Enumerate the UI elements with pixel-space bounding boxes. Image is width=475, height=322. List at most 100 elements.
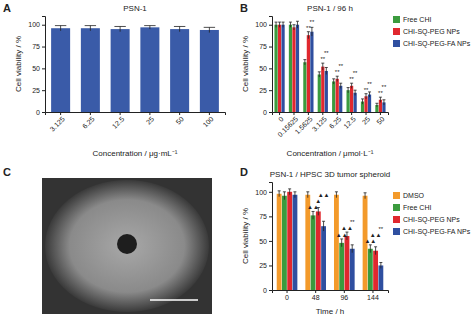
bar-chart: 02550751003.1256.2512.52550100PSN-1Conce… [14, 4, 226, 158]
error-line [366, 94, 367, 99]
panel-label: D [240, 166, 248, 178]
error-bar [368, 92, 371, 97]
y-tick: 50 [259, 238, 272, 245]
bar [274, 25, 277, 112]
annotation: ▲ [315, 198, 321, 204]
bar [293, 195, 298, 290]
error-line [290, 22, 291, 27]
y-axis: 0255075100 [255, 17, 272, 116]
y-tick-label: 100 [28, 21, 40, 28]
y-axis-line [269, 183, 273, 291]
bar [345, 236, 350, 290]
error-cap [379, 262, 382, 263]
x-tick-label: 12.5 [342, 115, 357, 130]
error-line [341, 239, 342, 247]
x-tick-label: 48 [312, 294, 320, 301]
annotation: ** [364, 87, 369, 93]
spheroid [117, 234, 137, 254]
annotation: ** [382, 84, 387, 90]
bar [292, 27, 295, 112]
error-cap [174, 26, 185, 27]
error-cap [339, 83, 342, 84]
x-tick-mark [90, 112, 91, 115]
bar [321, 226, 326, 290]
x-axis-title: Concentration / μg·mL⁻¹ [93, 149, 178, 158]
error-line [90, 26, 91, 31]
annotation: ▲▲ [318, 192, 330, 198]
well [45, 180, 209, 312]
y-tick-mark [269, 290, 272, 291]
x-tick-mark [322, 112, 323, 115]
error-line [352, 245, 353, 253]
error-line [355, 90, 356, 95]
chart-title: PSN-1 [123, 4, 147, 13]
x-tick-mark [372, 290, 373, 293]
plot-marks [51, 26, 219, 112]
x-tick-label: 3.125 [49, 115, 66, 132]
error-cap [114, 26, 125, 27]
annotation: ** [324, 50, 329, 56]
error-cap [322, 221, 325, 222]
x-tick-label: 100 [201, 115, 214, 128]
error-cap [325, 67, 328, 68]
error-bar [351, 245, 354, 253]
bar [296, 25, 299, 112]
series [281, 21, 385, 112]
x-tick: 0 [277, 112, 285, 123]
bar [289, 25, 292, 112]
bar [378, 265, 383, 290]
y-tick-mark [269, 241, 272, 242]
x-tick: 50 [375, 112, 386, 126]
legend-swatch [393, 192, 400, 199]
x-axis-line [46, 113, 226, 116]
error-bar [374, 247, 377, 255]
error-cap [306, 191, 309, 192]
y-tick-label: 25 [259, 87, 267, 94]
panel-label: B [240, 2, 248, 14]
error-cap [336, 76, 339, 77]
y-tick: 50 [32, 65, 45, 72]
y-axis: 0255075100 [255, 183, 272, 294]
x-axis-title: Time / h [316, 307, 345, 316]
x-axis: 04896144 [273, 290, 389, 301]
x-tick-mark [337, 112, 338, 115]
bar [200, 30, 219, 112]
error-bar [365, 94, 368, 99]
x-tick: 1.5625 [294, 112, 314, 135]
series [278, 22, 382, 112]
series [282, 192, 373, 290]
error-bar [335, 192, 338, 198]
x-tick-mark [179, 112, 180, 115]
y-axis-line [269, 17, 273, 113]
error-line [340, 83, 341, 88]
error-cap [374, 246, 377, 247]
error-cap [282, 22, 285, 23]
bar [311, 215, 316, 290]
error-line [276, 22, 277, 27]
error-bar [144, 26, 155, 29]
x-tick-label: 6.25 [81, 115, 96, 130]
legend-label: CHI-SQ-PEG NPs [403, 216, 460, 224]
y-tick: 75 [259, 213, 272, 220]
scale-bar [150, 299, 198, 301]
x-tick-mark [279, 112, 280, 115]
error-line [333, 79, 334, 84]
y-tick-mark [42, 90, 45, 91]
error-bar [361, 99, 364, 104]
error-bar [296, 21, 299, 28]
legend: DMSOFree CHICHI-SQ-PEG NPsCHI-SQ-PEG-FA … [393, 192, 471, 236]
x-tick-mark [366, 112, 367, 115]
bar [140, 27, 159, 112]
error-bar [382, 100, 385, 105]
x-tick-label: 1.5625 [294, 115, 314, 135]
bar [307, 35, 310, 112]
error-cap [351, 244, 354, 245]
plot-marks [277, 189, 384, 290]
x-tick-label: 12.5 [111, 115, 126, 130]
y-tick-mark [269, 47, 272, 48]
error-cap [350, 83, 353, 84]
y-tick: 0 [263, 287, 272, 294]
error-line [279, 191, 280, 197]
y-tick-mark [269, 90, 272, 91]
image-background [42, 178, 212, 314]
